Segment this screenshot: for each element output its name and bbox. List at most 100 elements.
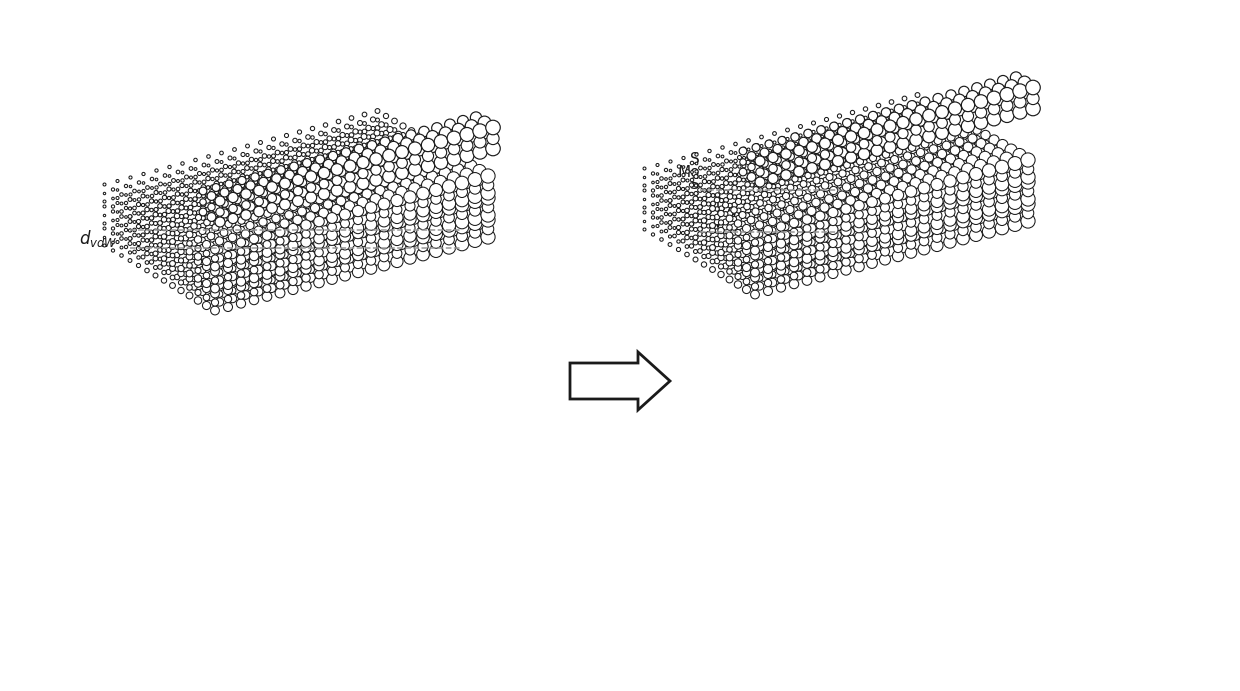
- Circle shape: [800, 220, 807, 227]
- Circle shape: [129, 198, 131, 201]
- Circle shape: [345, 133, 348, 138]
- Circle shape: [668, 199, 672, 202]
- Circle shape: [792, 220, 799, 226]
- Circle shape: [236, 243, 241, 249]
- Circle shape: [229, 251, 237, 258]
- Circle shape: [277, 250, 284, 258]
- Circle shape: [838, 214, 846, 221]
- Circle shape: [211, 185, 215, 189]
- Circle shape: [129, 251, 131, 254]
- Circle shape: [216, 298, 223, 306]
- Circle shape: [929, 198, 937, 206]
- Circle shape: [415, 176, 424, 184]
- Circle shape: [811, 121, 816, 125]
- Circle shape: [401, 133, 405, 138]
- Circle shape: [366, 246, 377, 257]
- Circle shape: [449, 195, 459, 205]
- Circle shape: [831, 134, 838, 141]
- Circle shape: [268, 245, 275, 253]
- Circle shape: [689, 227, 693, 231]
- Circle shape: [378, 182, 384, 188]
- Circle shape: [422, 223, 434, 235]
- Circle shape: [792, 185, 797, 191]
- Circle shape: [763, 214, 768, 219]
- Circle shape: [190, 184, 193, 187]
- Circle shape: [217, 233, 223, 239]
- Circle shape: [784, 246, 789, 252]
- Circle shape: [743, 263, 750, 272]
- Circle shape: [970, 229, 982, 241]
- Circle shape: [273, 185, 280, 193]
- Circle shape: [430, 193, 441, 205]
- Circle shape: [981, 191, 991, 200]
- Circle shape: [166, 262, 171, 266]
- Circle shape: [711, 238, 715, 241]
- Circle shape: [982, 186, 996, 199]
- Circle shape: [918, 226, 930, 238]
- Circle shape: [920, 161, 929, 171]
- Circle shape: [796, 220, 802, 227]
- Circle shape: [759, 196, 764, 200]
- Circle shape: [207, 186, 210, 189]
- Circle shape: [898, 166, 903, 171]
- Circle shape: [232, 230, 237, 235]
- Circle shape: [707, 215, 711, 219]
- Circle shape: [766, 205, 773, 211]
- Circle shape: [945, 176, 956, 186]
- Circle shape: [830, 122, 838, 131]
- Circle shape: [439, 211, 451, 223]
- Circle shape: [352, 245, 363, 256]
- Circle shape: [1021, 197, 1035, 211]
- Circle shape: [246, 176, 249, 178]
- Circle shape: [303, 221, 311, 229]
- Circle shape: [320, 226, 329, 234]
- Circle shape: [159, 204, 162, 208]
- Circle shape: [381, 217, 389, 225]
- Circle shape: [919, 123, 924, 129]
- Circle shape: [852, 176, 858, 182]
- Circle shape: [930, 167, 937, 175]
- Circle shape: [396, 208, 407, 220]
- Circle shape: [878, 198, 885, 206]
- Circle shape: [283, 216, 289, 222]
- Circle shape: [846, 158, 851, 162]
- Circle shape: [748, 255, 755, 263]
- Circle shape: [884, 183, 889, 188]
- Circle shape: [711, 206, 715, 211]
- Circle shape: [227, 187, 232, 191]
- Circle shape: [303, 216, 311, 224]
- Circle shape: [656, 185, 658, 189]
- Circle shape: [926, 171, 934, 178]
- Circle shape: [677, 209, 681, 212]
- Circle shape: [751, 183, 754, 187]
- Circle shape: [734, 142, 738, 146]
- Circle shape: [246, 243, 254, 252]
- Circle shape: [820, 126, 825, 130]
- Circle shape: [316, 174, 324, 181]
- Circle shape: [751, 164, 760, 173]
- Circle shape: [379, 221, 389, 231]
- Circle shape: [750, 205, 754, 209]
- Circle shape: [801, 220, 807, 226]
- Circle shape: [967, 187, 977, 196]
- Circle shape: [436, 209, 445, 216]
- Text: Mo: Mo: [677, 164, 701, 180]
- Circle shape: [210, 234, 215, 238]
- Circle shape: [702, 218, 707, 223]
- Circle shape: [301, 252, 310, 261]
- Circle shape: [691, 171, 693, 173]
- Circle shape: [668, 243, 672, 247]
- Circle shape: [191, 254, 197, 260]
- Circle shape: [336, 150, 340, 155]
- Circle shape: [727, 232, 733, 239]
- Circle shape: [432, 207, 441, 217]
- Circle shape: [761, 236, 768, 242]
- Circle shape: [915, 126, 926, 137]
- Circle shape: [448, 131, 461, 145]
- Circle shape: [779, 223, 785, 229]
- Circle shape: [746, 200, 750, 203]
- Circle shape: [751, 208, 759, 215]
- Circle shape: [293, 214, 296, 218]
- Circle shape: [777, 262, 785, 269]
- Circle shape: [815, 272, 825, 282]
